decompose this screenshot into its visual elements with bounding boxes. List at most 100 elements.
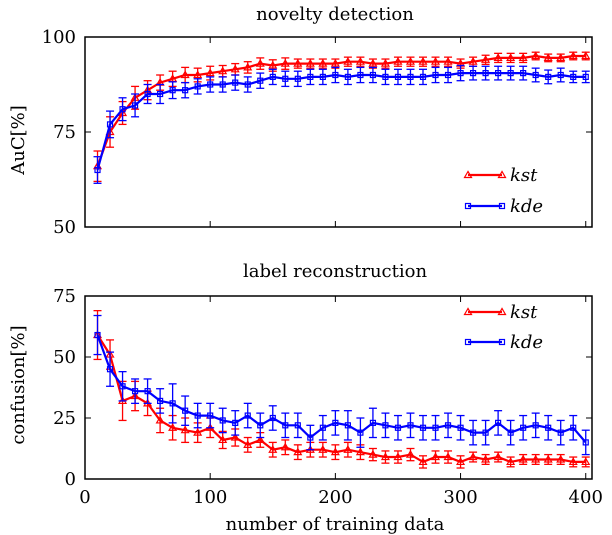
data-point	[543, 53, 553, 62]
data-point	[169, 87, 176, 94]
data-point	[432, 71, 439, 79]
series-line	[96, 334, 587, 444]
data-point	[568, 457, 578, 466]
data-point	[518, 454, 528, 463]
y-axis-label-top: AuC[%]	[8, 105, 29, 176]
data-point	[394, 424, 402, 431]
chart-title-top: novelty detection	[256, 4, 414, 25]
data-point	[219, 417, 226, 424]
data-point	[307, 73, 314, 81]
data-point	[282, 75, 289, 82]
data-point	[182, 407, 189, 414]
x-tick-label: 300	[443, 487, 477, 508]
x-tick-label: 400	[569, 487, 603, 508]
data-point	[393, 57, 403, 65]
y-tick-label: 50	[53, 347, 76, 368]
legend-entry-kde-top: kde	[464, 196, 543, 217]
x-axis-label-bottom: number of training data	[226, 514, 445, 535]
data-point	[482, 69, 489, 77]
data-point	[432, 424, 439, 431]
data-point	[157, 397, 164, 405]
legend-marker	[497, 170, 507, 179]
data-point	[443, 452, 453, 461]
data-point	[280, 58, 290, 67]
legend-marker	[498, 202, 506, 210]
x-tick-label: 200	[318, 487, 352, 508]
data-point	[507, 69, 514, 77]
series-kst-top	[92, 51, 591, 183]
data-point	[194, 83, 201, 90]
data-point	[294, 75, 301, 82]
data-point	[405, 449, 416, 458]
legend-marker	[464, 338, 472, 346]
data-point	[230, 64, 240, 73]
data-point	[244, 81, 251, 88]
data-point	[380, 452, 390, 461]
data-point	[94, 331, 101, 339]
series-line	[96, 334, 586, 464]
y-tick-label: 25	[53, 408, 76, 429]
data-point	[405, 57, 416, 65]
data-point	[481, 454, 491, 463]
data-point	[581, 51, 591, 60]
data-point	[582, 73, 589, 81]
data-point	[243, 440, 253, 448]
data-point	[294, 422, 301, 429]
data-point	[418, 457, 428, 466]
data-point	[369, 419, 377, 426]
data-point	[319, 424, 326, 431]
data-point	[155, 415, 165, 424]
data-point	[520, 424, 527, 431]
legend-marker	[497, 307, 507, 316]
data-point	[244, 412, 251, 419]
legend-marker	[498, 338, 506, 346]
data-point	[495, 69, 502, 77]
chart-bottom: label reconstruction confusion[%] number…	[8, 261, 603, 535]
data-point	[180, 425, 190, 434]
x-tick-label: 100	[193, 487, 227, 508]
data-point	[269, 414, 276, 422]
data-point	[257, 422, 264, 429]
legend-label: kst	[510, 165, 538, 186]
data-point	[506, 53, 516, 62]
data-point	[518, 53, 528, 62]
data-point	[382, 73, 389, 81]
data-point	[482, 429, 489, 436]
data-point	[144, 388, 151, 395]
data-point	[205, 68, 215, 77]
data-point	[131, 102, 139, 109]
data-point	[418, 57, 428, 65]
series-line	[96, 71, 586, 171]
data-point	[307, 434, 314, 441]
data-point	[493, 452, 503, 461]
data-point	[257, 77, 264, 84]
data-point	[407, 422, 414, 429]
legend-marker	[463, 307, 473, 316]
data-point	[268, 60, 278, 69]
data-point	[232, 419, 239, 426]
data-point	[507, 429, 514, 436]
legend-label: kst	[510, 302, 538, 323]
data-point	[344, 422, 351, 429]
data-point	[218, 435, 228, 444]
data-point	[119, 106, 126, 113]
data-point	[556, 454, 566, 463]
y-axis-label-bottom: confusion[%]	[8, 325, 29, 444]
data-point	[570, 73, 577, 81]
data-point	[343, 57, 353, 65]
data-point	[369, 71, 377, 79]
data-point	[581, 457, 591, 466]
data-point	[430, 452, 441, 461]
data-point	[493, 53, 503, 62]
data-point	[131, 388, 139, 395]
legend-marker	[463, 170, 473, 179]
data-point	[355, 447, 365, 456]
data-point	[520, 69, 527, 77]
data-point	[332, 419, 339, 426]
legend-entry-kde-bottom: kde	[464, 332, 543, 353]
y-tick-label: 100	[42, 27, 76, 48]
data-point	[570, 424, 577, 431]
data-point	[532, 71, 539, 79]
data-point	[557, 429, 564, 436]
data-point	[582, 439, 589, 446]
